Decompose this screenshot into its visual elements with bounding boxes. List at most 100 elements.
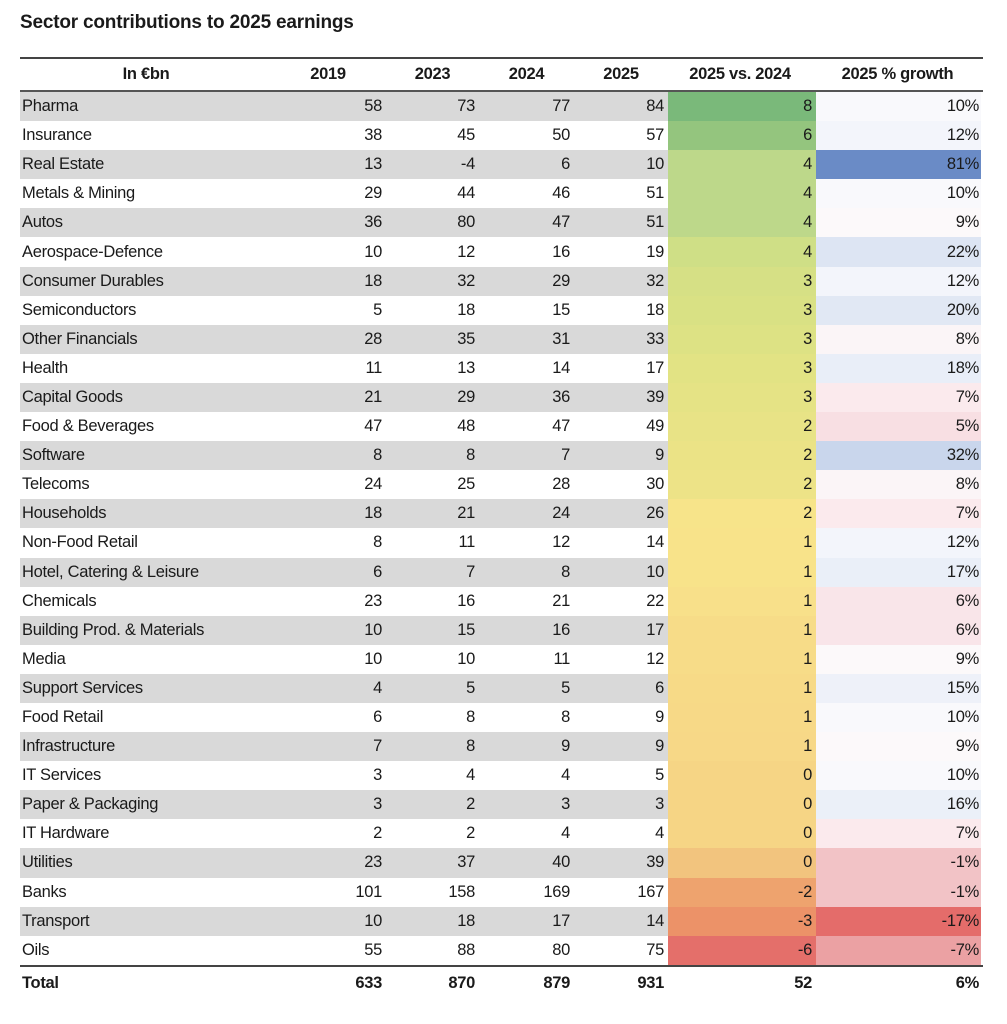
- value-2025: 30: [646, 475, 664, 494]
- change-vs-2024: 2: [668, 412, 816, 442]
- growth-2025: 32%: [816, 441, 981, 471]
- value-2024: 31: [479, 324, 574, 354]
- value-2023: 80: [386, 208, 479, 238]
- table-row: Insurance 38 45 50 57 6 12%: [20, 121, 983, 151]
- change-vs-2024: 3: [668, 295, 816, 325]
- sector-name: Support Services: [20, 673, 270, 703]
- value-2025: 17: [574, 615, 668, 645]
- value-2024: 40: [479, 848, 574, 878]
- value-2025: 9: [574, 441, 668, 471]
- total-growth: 6%: [955, 974, 980, 993]
- value-2023: 25: [457, 475, 475, 494]
- table-row: Chemicals 23 16 21 22 1 6%: [20, 586, 983, 616]
- change-vs-2024: -2: [668, 877, 816, 907]
- sector-name: Banks: [22, 882, 67, 901]
- value-2025: 51: [574, 208, 668, 238]
- value-2019: 36: [270, 208, 386, 238]
- value-2024: 5: [479, 673, 574, 703]
- value-2023: 16: [457, 591, 475, 610]
- value-2019: 23: [270, 848, 386, 878]
- value-2023: 29: [386, 382, 479, 413]
- value-2025: 14: [646, 533, 664, 552]
- table-row: Capital Goods 21 29 36 39 3 7%: [20, 382, 983, 413]
- sector-name: Transport: [20, 906, 270, 936]
- table-row: Transport 10 18 17 14 -3 -17%: [20, 906, 983, 936]
- value-2019: 28: [270, 324, 386, 354]
- value-2025: 84: [574, 92, 668, 122]
- value-2019: 7: [270, 732, 386, 762]
- value-2023: 37: [386, 848, 479, 878]
- growth-2025: -17%: [816, 906, 981, 936]
- sector-name: IT Hardware: [22, 824, 110, 843]
- value-2023: -4: [386, 150, 479, 180]
- sector-name: Aerospace-Defence: [22, 242, 163, 261]
- value-2019: 3: [373, 766, 382, 785]
- value-2023: 8: [386, 732, 479, 762]
- table-row: Paper & Packaging 3 2 3 3 0 16%: [20, 790, 983, 820]
- table-row: Building Prod. & Materials 10 15 16 17 1 6%: [20, 615, 983, 645]
- change-vs-2024: 1: [668, 615, 816, 645]
- sector-name: Households: [20, 499, 270, 529]
- table-row: IT Hardware 2 2 4 4 0 7%: [20, 819, 983, 849]
- growth-2025: 12%: [816, 266, 981, 296]
- total-change: 52: [794, 974, 812, 993]
- table-row: Real Estate 13 -4 6 10 4 81%: [20, 150, 983, 180]
- value-2025: 3: [574, 790, 668, 820]
- change-vs-2024: 1: [668, 586, 816, 616]
- value-2019: 11: [365, 358, 382, 377]
- growth-2025: 20%: [816, 295, 981, 325]
- value-2019: 8: [373, 533, 382, 552]
- value-2025: 9: [655, 708, 664, 727]
- table-row: Telecoms 24 25 28 30 2 8%: [20, 470, 983, 500]
- change-vs-2024: 1: [668, 673, 816, 703]
- change-vs-2024: 0: [668, 848, 816, 878]
- table-row: Media 10 10 11 12 1 9%: [20, 644, 983, 674]
- sector-name: Oils: [22, 940, 50, 959]
- value-2024: 8: [561, 708, 570, 727]
- value-2023: 48: [457, 417, 475, 436]
- table-row: Metals & Mining 29 44 46 51 4 10%: [20, 179, 983, 209]
- value-2023: 2: [386, 790, 479, 820]
- value-2023: 18: [457, 300, 475, 319]
- change-vs-2024: 2: [668, 441, 816, 471]
- value-2019: 18: [270, 266, 386, 296]
- table-title: Sector contributions to 2025 earnings: [20, 12, 354, 33]
- growth-2025: 9%: [816, 732, 981, 762]
- value-2023: 13: [457, 358, 475, 377]
- growth-2025: 22%: [816, 237, 981, 267]
- change-vs-2024: 4: [668, 179, 816, 209]
- total-2019: 633: [355, 974, 382, 993]
- total-2025: 931: [637, 974, 664, 993]
- value-2024: 28: [552, 475, 570, 494]
- value-2025: 22: [646, 591, 664, 610]
- growth-2025: 16%: [816, 790, 981, 820]
- value-2024: 11: [553, 649, 570, 668]
- table-row: Support Services 4 5 5 6 1 15%: [20, 673, 983, 703]
- growth-2025: 8%: [816, 324, 981, 354]
- change-vs-2024: 1: [668, 557, 816, 587]
- value-2024: 36: [479, 382, 574, 413]
- value-2024: 9: [479, 732, 574, 762]
- sector-name: Other Financials: [20, 324, 270, 354]
- change-vs-2024: 2: [668, 499, 816, 529]
- table-row: Infrastructure 7 8 9 9 1 9%: [20, 732, 983, 762]
- total-label: Total: [22, 974, 59, 993]
- value-2025: 49: [646, 417, 664, 436]
- value-2019: 6: [373, 708, 382, 727]
- value-2024: 4: [561, 766, 570, 785]
- header-sector: In €bn: [122, 65, 170, 83]
- sector-name: Semiconductors: [22, 300, 137, 319]
- value-2025: 51: [646, 184, 664, 203]
- value-2025: 32: [574, 266, 668, 296]
- growth-2025: 10%: [816, 761, 981, 791]
- value-2025: 39: [574, 848, 668, 878]
- value-2025: 26: [574, 499, 668, 529]
- sector-name: Consumer Durables: [20, 266, 270, 296]
- value-2023: 8: [386, 441, 479, 471]
- change-vs-2024: 0: [668, 761, 816, 791]
- table-row: IT Services 3 4 4 5 0 10%: [20, 761, 983, 791]
- value-2024: 8: [479, 557, 574, 587]
- value-2024: 169: [543, 882, 570, 901]
- value-2019: 6: [270, 557, 386, 587]
- growth-2025: 17%: [816, 557, 981, 587]
